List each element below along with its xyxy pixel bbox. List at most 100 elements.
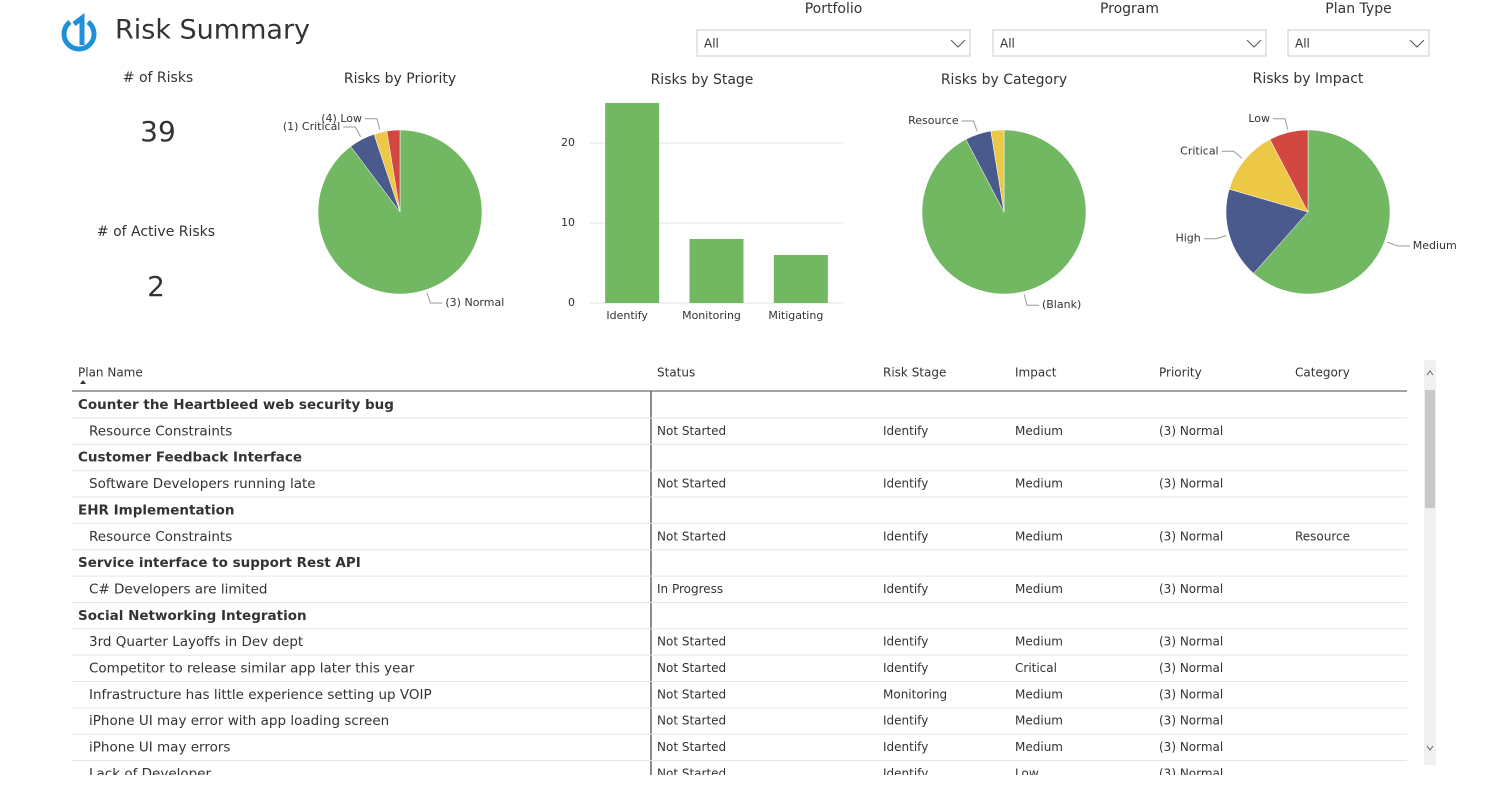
filter-label: Plan Type: [1325, 1, 1391, 17]
table-cell: (3) Normal: [1159, 661, 1223, 675]
table-cell: (3) Normal: [1159, 529, 1223, 543]
table: Plan Name Status Risk Stage Impact Priority C…: [72, 366, 1407, 780]
table-cell: Identify: [883, 635, 928, 649]
column-header[interactable]: Category: [1295, 366, 1350, 380]
risk-name: Competitor to release similar app later …: [89, 661, 415, 677]
pie-slice: [990, 129, 1005, 213]
table-cell: (3) Normal: [1159, 714, 1223, 728]
column-header[interactable]: Impact: [1015, 366, 1057, 380]
table-cell: (3) Normal: [1159, 687, 1223, 701]
pie-slice: [1269, 129, 1309, 213]
risk-name: Resource Constraints: [89, 529, 232, 545]
kpi-label: # of Risks: [123, 70, 193, 86]
table-cell: (3) Normal: [1159, 582, 1223, 596]
column-header[interactable]: Priority: [1159, 366, 1202, 380]
slice-label: Low: [1248, 112, 1270, 125]
table-cell: Medium: [1015, 714, 1063, 728]
scrollbar-thumb[interactable]: [1425, 390, 1435, 508]
table-cell: Identify: [883, 582, 928, 596]
chart-title: Risks by Stage: [651, 72, 754, 88]
risk-name: Infrastructure has little experience set…: [89, 687, 432, 703]
table-cell: Not Started: [657, 687, 726, 701]
table-cell: Identify: [883, 477, 928, 491]
table-cell: Identify: [883, 714, 928, 728]
slice-label: (Blank): [1042, 298, 1081, 311]
x-tick-label: Identify: [606, 309, 648, 322]
table-cell: Critical: [1015, 661, 1057, 675]
pie-slice: [386, 129, 401, 213]
filter-dropdown[interactable]: [696, 29, 971, 57]
column-header[interactable]: Risk Stage: [883, 366, 946, 380]
table-cell: (3) Normal: [1159, 635, 1223, 649]
slice-label: Critical: [1180, 144, 1218, 157]
slice-label: Medium: [1413, 239, 1457, 252]
slice-label: Resource: [908, 114, 959, 127]
y-tick-label: 0: [568, 296, 575, 309]
group-row: Social Networking Integration: [78, 608, 307, 624]
leader-line: [365, 118, 381, 130]
kpi-value: 2: [147, 270, 165, 303]
risk-name: Resource Constraints: [89, 423, 232, 439]
table-cell: Not Started: [657, 477, 726, 491]
scroll-down[interactable]: [1426, 745, 1434, 751]
table-cell: Identify: [883, 661, 928, 675]
scroll-up[interactable]: [1426, 370, 1434, 376]
table-cell: Medium: [1015, 635, 1063, 649]
chart-title: Risks by Impact: [1253, 71, 1364, 87]
x-tick-label: Mitigating: [768, 309, 823, 322]
dropdown-chevron: [950, 39, 966, 48]
table-cell: Not Started: [657, 766, 726, 780]
filter-value: All: [1000, 37, 1015, 51]
table-cell: Identify: [883, 766, 928, 780]
leader-line: [961, 120, 978, 132]
x-tick-label: Monitoring: [682, 309, 741, 322]
leader-line: [1387, 241, 1410, 247]
risk-name: iPhone UI may error with app loading scr…: [89, 713, 389, 729]
pie-slice: [317, 129, 483, 295]
leader-line: [426, 292, 443, 304]
table-cell: Identify: [883, 424, 928, 438]
leader-line: [1273, 118, 1289, 130]
slice-label: (4) Low: [321, 112, 362, 125]
table-cell: Monitoring: [883, 687, 947, 701]
risk-name: C# Developers are limited: [89, 581, 267, 597]
column-header[interactable]: Status: [657, 366, 695, 380]
logo: [61, 13, 97, 52]
filter-value: All: [1295, 37, 1310, 51]
table-cell: Identify: [883, 529, 928, 543]
group-row: Counter the Heartbleed web security bug: [78, 397, 394, 413]
chart-title: Risks by Priority: [344, 71, 456, 87]
pie-slice: [1253, 129, 1391, 295]
leader-line: [1203, 235, 1227, 240]
slice-label: (1) Critical: [283, 120, 341, 133]
risk-name: iPhone UI may errors: [89, 740, 230, 756]
slice-label: (3) Normal: [445, 296, 504, 309]
dropdown-chevron: [1246, 39, 1262, 48]
kpi-label: # of Active Risks: [97, 224, 215, 240]
chart-title: Risks by Category: [941, 72, 1067, 88]
leader-line: [343, 126, 361, 137]
bar: [689, 239, 744, 303]
table-cell: (3) Normal: [1159, 766, 1223, 780]
y-tick-label: 20: [561, 136, 575, 149]
column-header[interactable]: Plan Name: [78, 366, 143, 380]
table-cell: Not Started: [657, 529, 726, 543]
leader-line: [1023, 294, 1039, 306]
table-cell: Not Started: [657, 740, 726, 754]
table-cell: Not Started: [657, 661, 726, 675]
filter-label: Program: [1100, 1, 1159, 17]
filter-dropdown[interactable]: [992, 29, 1267, 57]
table-cell: Not Started: [657, 714, 726, 728]
table-cell: Identify: [883, 740, 928, 754]
filter-value: All: [704, 37, 719, 51]
slice-label: High: [1175, 232, 1200, 245]
sort-indicator: [80, 380, 86, 384]
table-cell: Not Started: [657, 424, 726, 438]
dropdown-chevron: [1409, 39, 1425, 48]
filter-label: Portfolio: [805, 1, 863, 17]
group-row: Service interface to support Rest API: [78, 555, 361, 571]
leader-line: [1221, 150, 1243, 159]
page-title: Risk Summary: [115, 15, 310, 46]
filter-dropdown[interactable]: [1287, 29, 1430, 57]
